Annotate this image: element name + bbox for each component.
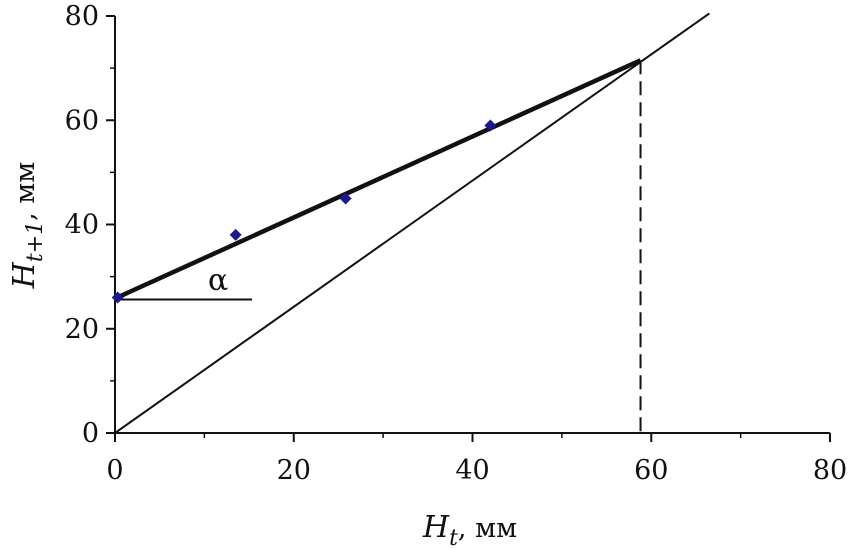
data-point-3 <box>484 119 497 132</box>
y-axis-title: Ht+1, мм <box>7 162 48 290</box>
x-axis-title: Ht, мм <box>422 510 517 549</box>
data-point-2 <box>339 192 352 205</box>
angle-label: α <box>208 263 228 298</box>
x-tick-label-1: 20 <box>277 455 311 486</box>
x-axis-title-sub: t <box>449 526 458 549</box>
y-axis-title-unit: , мм <box>10 162 41 221</box>
y-tick-label-3: 60 <box>65 105 99 136</box>
x-tick-label-3: 60 <box>634 455 668 486</box>
y-axis-title-main: H <box>7 261 42 289</box>
data-point-1 <box>229 228 242 241</box>
y-axis-title-sub: t+1 <box>23 221 48 262</box>
y-tick-label-2: 40 <box>65 210 99 241</box>
data-points <box>111 119 497 304</box>
x-axis-title-main: H <box>422 510 450 545</box>
identity-line <box>114 12 710 434</box>
y-tick-label-1: 20 <box>65 314 99 345</box>
lines <box>114 12 710 434</box>
fit-line <box>114 58 642 301</box>
x-tick-label-4: 80 <box>813 455 847 486</box>
data-point-0 <box>111 291 124 304</box>
axes: 0 20 40 60 80 0 20 40 60 80 <box>65 1 848 486</box>
x-tick-label-0: 0 <box>106 455 123 486</box>
x-tick-label-2: 40 <box>455 455 489 486</box>
y-tick-label-0: 0 <box>82 418 99 449</box>
y-tick-label-4: 80 <box>65 1 99 32</box>
x-axis-title-unit: , мм <box>458 513 517 544</box>
